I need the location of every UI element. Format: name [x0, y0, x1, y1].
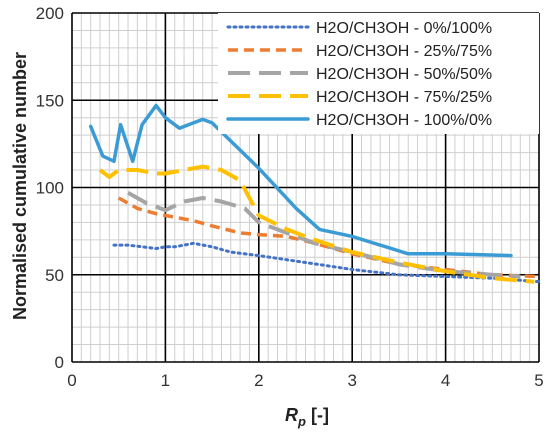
x-tick-label: 3 [347, 371, 356, 390]
x-tick-label: 5 [534, 371, 543, 390]
legend-label-3: H2O/CH3OH - 50%/50% [316, 66, 492, 83]
series-lines [88, 103, 541, 284]
legend: H2O/CH3OH - 0%/100% H2O/CH3OH - 25%/75% H2… [218, 13, 539, 134]
x-tick-label: 0 [67, 371, 76, 390]
y-tick-label: 0 [55, 353, 64, 372]
y-tick-label: 200 [36, 4, 64, 23]
series-line-5 [88, 103, 513, 258]
legend-label-5: H2O/CH3OH - 100%/0% [316, 112, 492, 129]
y-axis-title: Normalised cumulative number [10, 52, 30, 320]
x-tick-label: 1 [161, 371, 170, 390]
series-line-1 [112, 241, 541, 284]
series-line-3 [127, 190, 521, 279]
legend-label-4: H2O/CH3OH - 75%/25% [316, 89, 492, 106]
legend-label-1: H2O/CH3OH - 0%/100% [316, 20, 492, 37]
y-axis-ticks: 0 50 100 150 200 [36, 4, 64, 372]
y-tick-label: 100 [36, 179, 64, 198]
y-tick-label: 50 [45, 266, 64, 285]
x-axis-title: Rp [-] [285, 405, 329, 429]
x-axis-title-unit: [-] [306, 405, 329, 425]
y-tick-label: 150 [36, 91, 64, 110]
series-line-4 [98, 164, 535, 284]
x-tick-label: 2 [254, 371, 263, 390]
x-tick-label: 4 [441, 371, 450, 390]
x-axis-ticks: 0 1 2 3 4 5 [67, 371, 543, 390]
x-axis-title-subscript: p [297, 414, 306, 429]
legend-label-2: H2O/CH3OH - 25%/75% [316, 43, 492, 60]
x-axis-title-main: R [285, 405, 298, 425]
legend-items: H2O/CH3OH - 0%/100% H2O/CH3OH - 25%/75% H2… [226, 20, 492, 129]
